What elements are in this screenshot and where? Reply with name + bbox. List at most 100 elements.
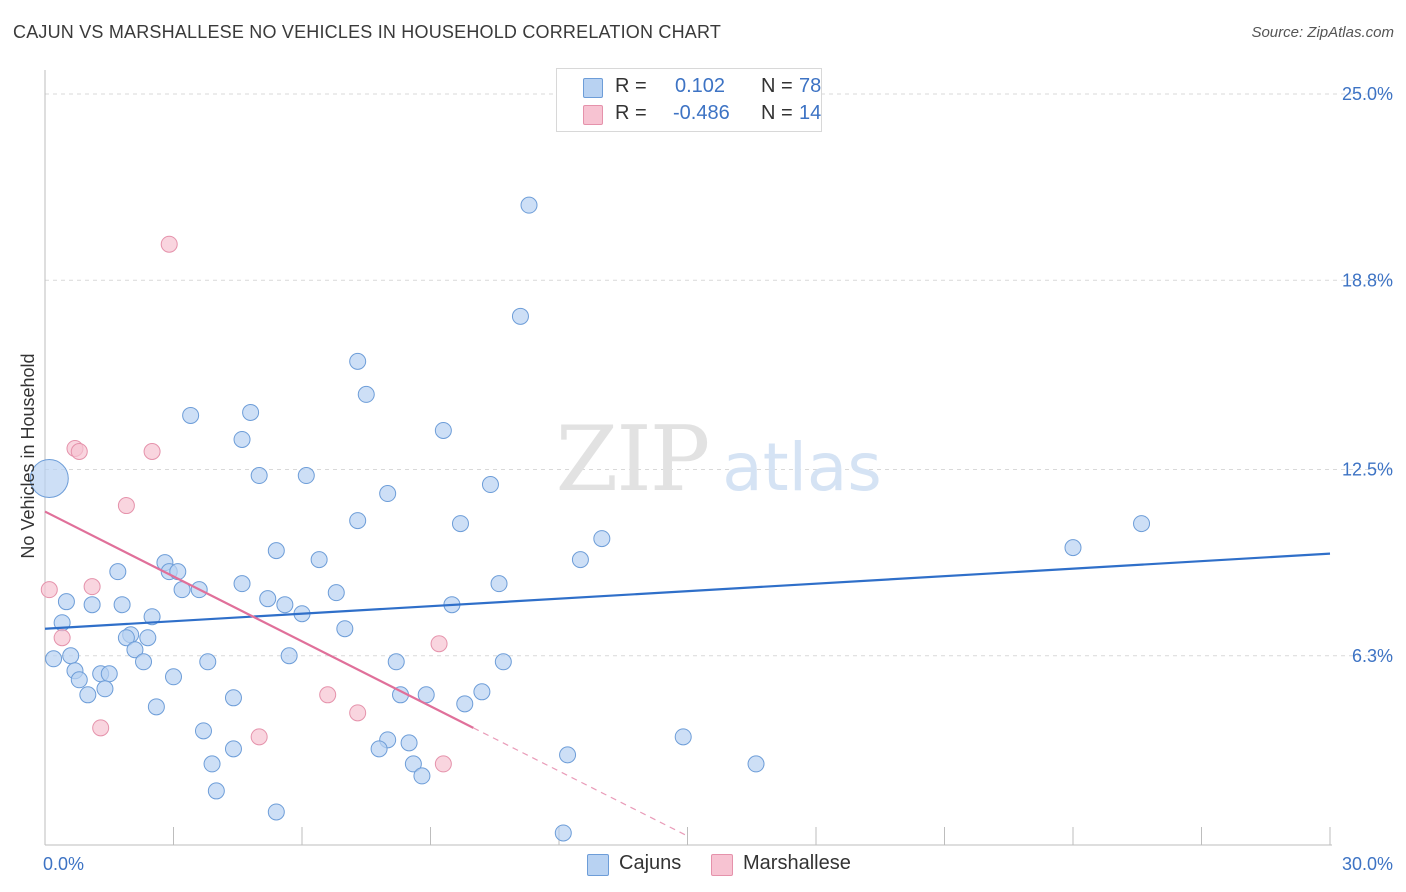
series-marshallese — [40, 235, 452, 773]
legend-r-label: R = — [615, 75, 647, 97]
watermark-atlas: atlas — [722, 429, 882, 506]
marshallese-point — [349, 704, 367, 722]
cajuns-point — [379, 485, 397, 503]
marshallese-point — [250, 728, 268, 746]
cajuns-point — [113, 596, 131, 614]
cajuns-trend-line — [44, 552, 1331, 630]
cajuns-point — [511, 307, 529, 325]
cajuns-point — [747, 755, 765, 773]
y-tick-label: 6.3% — [1352, 646, 1393, 666]
y-axis-label: No Vehicles in Household — [18, 353, 38, 558]
y-tick-label: 18.8% — [1342, 270, 1393, 290]
cajuns-point — [259, 590, 277, 608]
cajuns-point — [554, 824, 572, 842]
correlation-legend: R = 0.102 N = 78 R = -0.486 N = 14 — [556, 68, 822, 132]
tick-labels: 6.3% 12.5% 18.8% 25.0% 0.0% 30.0% — [43, 84, 1393, 874]
marshallese-point — [117, 497, 135, 515]
cajuns-point — [559, 746, 577, 764]
cajuns-point — [417, 686, 435, 704]
marshallese-point — [430, 635, 448, 653]
cajuns-point — [404, 755, 422, 773]
y-tick-label: 25.0% — [1342, 84, 1393, 104]
trend-lines — [44, 510, 1331, 837]
legend-r-value: 0.102 — [675, 75, 726, 97]
cajuns-point — [100, 665, 118, 683]
cajuns-point — [224, 689, 242, 707]
series-cajuns — [29, 196, 1151, 842]
cajuns-point — [182, 406, 200, 424]
cajuns-point — [593, 530, 611, 548]
marshallese-point — [434, 755, 452, 773]
cajuns-point — [327, 584, 345, 602]
cajuns-point — [169, 563, 187, 581]
cajuns-point — [224, 740, 242, 758]
cajuns-point — [126, 641, 144, 659]
marshallese-point — [160, 235, 178, 253]
cajuns-point — [207, 782, 225, 800]
cajuns-point — [451, 515, 469, 533]
cajuns-point — [276, 596, 294, 614]
grid-lines — [45, 93, 1392, 657]
cajuns-point — [242, 403, 260, 421]
cajuns-point — [310, 551, 328, 569]
cajuns-point — [370, 740, 388, 758]
cajuns-point — [267, 542, 285, 560]
chart-title: CAJUN VS MARSHALLESE NO VEHICLES IN HOUS… — [13, 22, 722, 42]
cajuns-point — [233, 430, 251, 448]
legend-n-label: N = — [761, 102, 793, 124]
cajuns-point — [143, 608, 161, 626]
marshallese-point — [92, 719, 110, 737]
cajuns-point — [147, 698, 165, 716]
cajuns-point — [165, 668, 182, 686]
cajuns-point — [413, 767, 431, 785]
legend-r-label: R = — [615, 102, 647, 124]
cajuns-point — [79, 686, 97, 704]
cajuns-point — [494, 653, 512, 671]
cajuns-point — [473, 683, 491, 701]
cajuns-point — [357, 385, 375, 403]
cajuns-point — [117, 629, 135, 647]
legend-n-value: 14 — [799, 102, 822, 124]
marshallese-point — [70, 442, 88, 460]
cajuns-point — [29, 459, 69, 499]
cajuns-swatch — [583, 78, 603, 98]
cajuns-point — [139, 629, 157, 647]
cajuns-point — [96, 680, 114, 698]
cajuns-point — [674, 728, 692, 746]
cajuns-point — [571, 551, 589, 569]
legend-r-value: -0.486 — [673, 102, 730, 124]
cajuns-legend-swatch — [587, 854, 609, 876]
cajuns-point — [45, 650, 63, 668]
cajuns-point — [83, 596, 101, 614]
source-label: Source: ZipAtlas.com — [1251, 24, 1394, 41]
marshallese-trend-extension — [473, 727, 688, 837]
marshallese-point — [143, 442, 161, 460]
cajuns-point — [1133, 515, 1151, 533]
cajuns-point — [490, 575, 508, 593]
cajuns-point — [456, 695, 474, 713]
cajuns-point — [297, 467, 315, 485]
cajuns-point — [1064, 539, 1082, 557]
cajuns-point — [199, 653, 217, 671]
x-tick-label: 0.0% — [43, 854, 84, 874]
x-tick-label: 30.0% — [1342, 854, 1393, 874]
cajuns-point — [203, 755, 221, 773]
legend-n-value: 78 — [799, 75, 822, 97]
marshallese-legend-label: Marshallese — [743, 852, 851, 874]
cajuns-point — [135, 653, 153, 671]
cajuns-point — [349, 352, 367, 370]
cajuns-point — [250, 467, 268, 485]
marshallese-legend-swatch — [711, 854, 733, 876]
marshallese-trend-line — [44, 510, 474, 729]
legend-n-label: N = — [761, 75, 793, 97]
cajuns-point — [387, 653, 405, 671]
cajuns-point — [62, 647, 80, 665]
cajuns-point — [70, 671, 88, 689]
watermark: ZIP atlas — [556, 407, 882, 512]
marshallese-point — [53, 629, 71, 647]
watermark-zip: ZIP — [556, 407, 709, 512]
marshallese-point — [319, 686, 337, 704]
cajuns-point — [400, 734, 418, 752]
cajuns-point — [109, 563, 127, 581]
